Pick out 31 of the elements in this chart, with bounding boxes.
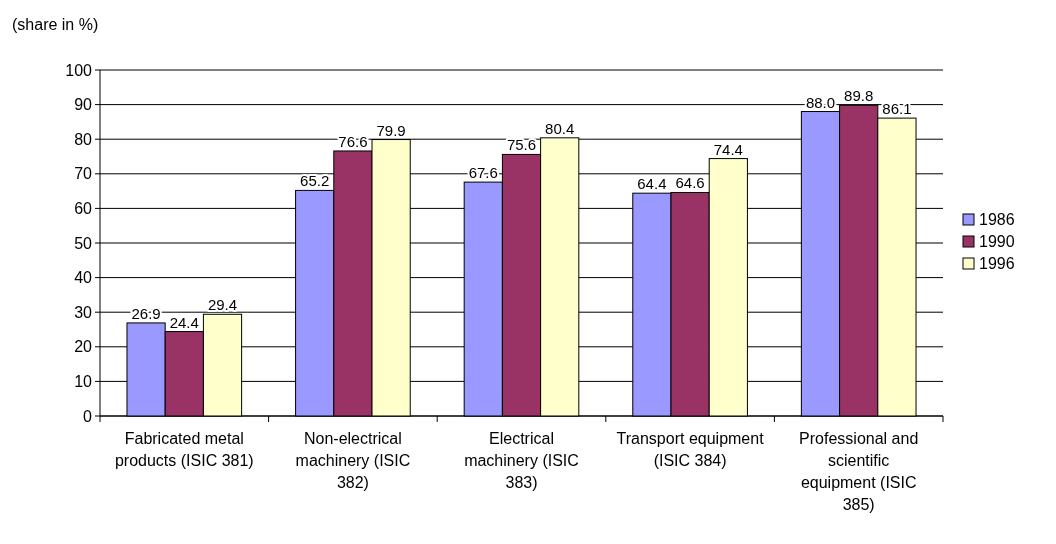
x-tick-label: Fabricated metal products (ISIC 381) — [114, 430, 254, 469]
x-tick-label: Transport equipment (ISIC 384) — [616, 430, 765, 469]
data-label: 86.1 — [882, 100, 912, 118]
legend-label: 1986 — [979, 211, 1015, 228]
data-label: 29.4 — [207, 296, 238, 314]
y-tick-label: 90 — [74, 96, 93, 114]
x-tick-label: Electrical machinery (ISIC 383) — [464, 430, 579, 491]
data-label: 65.2 — [300, 172, 330, 190]
x-tick-label: Professional and scientific equipment (ISIC 385) — [799, 430, 919, 513]
y-tick-label: 40 — [74, 269, 93, 287]
data-label: 80.4 — [545, 119, 575, 137]
y-tick-label: 80 — [74, 130, 93, 148]
data-label: 74.4 — [713, 140, 743, 158]
data-label: 79.9 — [376, 121, 406, 139]
y-tick-label: 20 — [74, 338, 93, 356]
data-label: 24.4 — [169, 313, 199, 331]
y-tick-label: 60 — [74, 200, 93, 217]
y-tick-label: 70 — [74, 165, 93, 183]
legend-label: 1990 — [979, 233, 1015, 250]
x-tick-label: Non-electrical machinery (ISIC 382) — [295, 430, 411, 491]
data-label: 89.8 — [844, 87, 874, 105]
data-label: 64.4 — [637, 175, 667, 193]
y-tick-label: 0 — [83, 407, 93, 425]
y-tick-label: 30 — [74, 303, 93, 321]
y-tick-label: 100 — [65, 61, 93, 79]
y-axis-title: (share in %) — [12, 16, 99, 33]
data-label: 75.6 — [506, 136, 537, 154]
y-tick-label: 10 — [74, 373, 93, 390]
legend-label: 1996 — [979, 255, 1015, 272]
y-tick-label: 50 — [74, 234, 93, 252]
data-label: 64.6 — [675, 174, 705, 192]
